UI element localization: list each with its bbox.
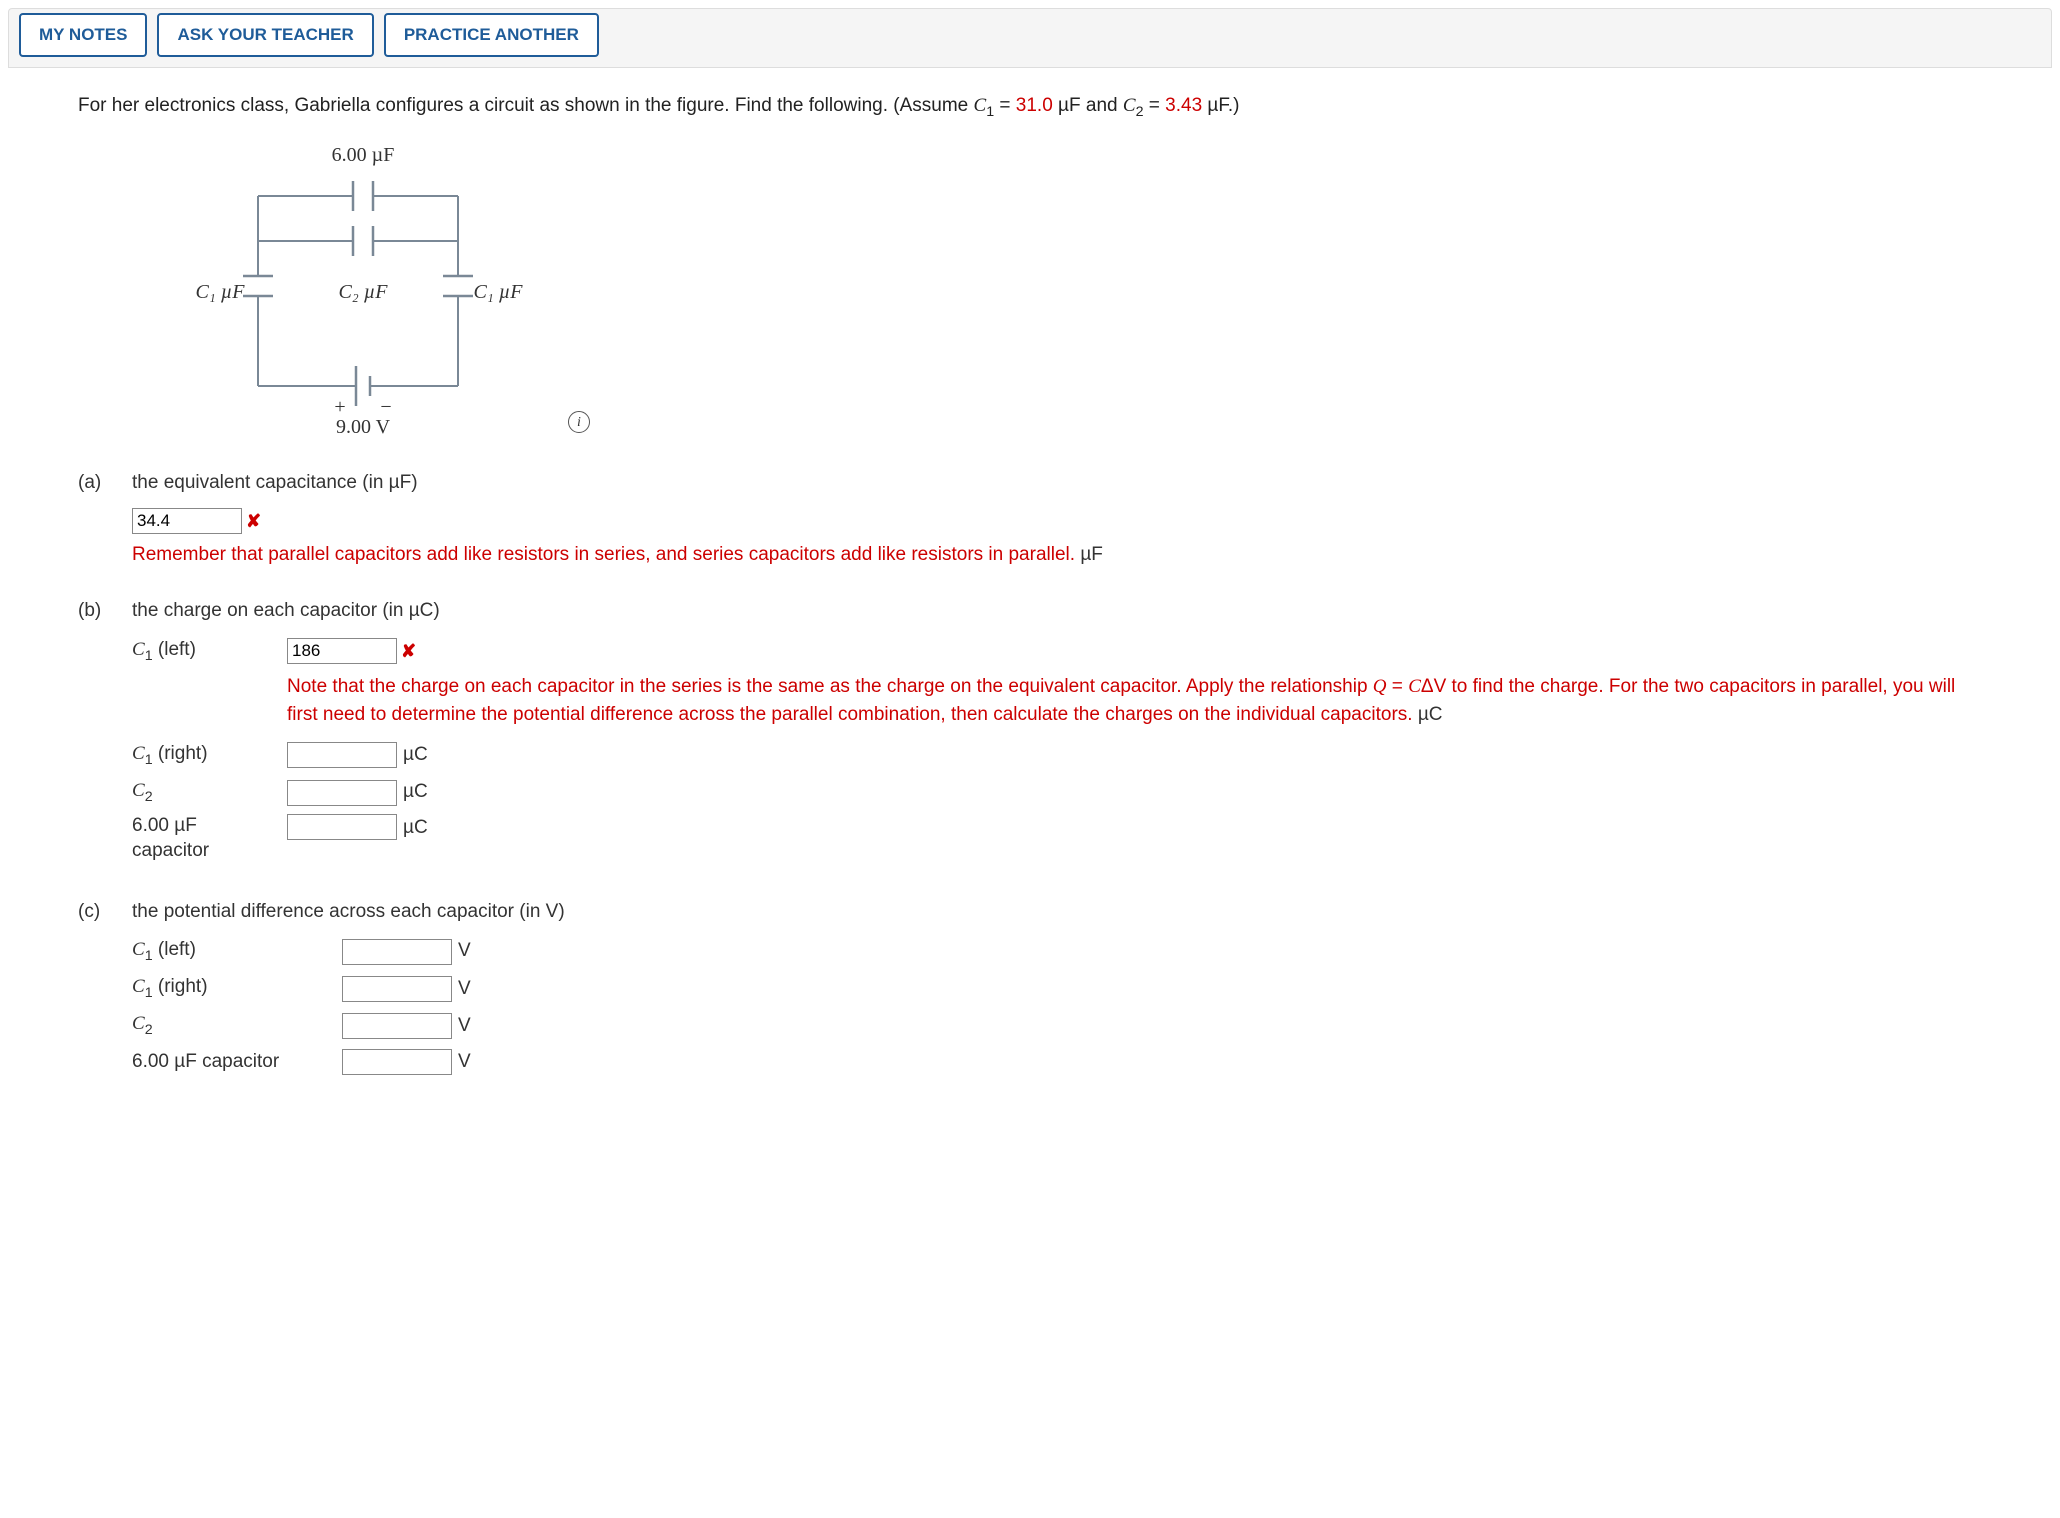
part-b-row-c1-left: C1 (left) ✘ <box>132 636 1982 667</box>
var-c1: C <box>974 95 987 116</box>
six-input[interactable] <box>287 814 397 840</box>
fig-left-cap-label: C₁ µF <box>195 281 245 303</box>
fb-dv: ΔV <box>1421 676 1446 697</box>
part-b: (b) the charge on each capacitor (in µC)… <box>78 597 1982 869</box>
fb-q: Q <box>1373 676 1387 697</box>
unit1: µF and <box>1053 95 1123 116</box>
problem-statement: For her electronics class, Gabriella con… <box>78 92 1982 123</box>
my-notes-button[interactable]: MY NOTES <box>19 13 147 57</box>
fb-eq: = <box>1387 676 1409 697</box>
c-c2-label: C2 <box>132 1010 342 1041</box>
value-c1: 31.0 <box>1016 95 1053 116</box>
c-c1-right-label: C1 (right) <box>132 973 342 1004</box>
part-c-row-c2: C2 V <box>132 1010 1982 1041</box>
c1-left-label: C1 (left) <box>132 636 287 667</box>
part-b-label: (b) <box>78 597 112 869</box>
part-c-row-c1-left: C1 (left) V <box>132 936 1982 967</box>
c-c1-right-unit: V <box>458 975 471 1004</box>
part-a-feedback: Remember that parallel capacitors add li… <box>132 541 1982 570</box>
part-b-row-c2: C2 µC <box>132 777 1982 808</box>
value-c2: 3.43 <box>1165 95 1202 116</box>
c2-unit: µC <box>403 778 428 807</box>
circuit-diagram: .wire{stroke:#7a8896;stroke-width:2;fill… <box>178 141 548 441</box>
part-c-row-c1-right: C1 (right) V <box>132 973 1982 1004</box>
c-six-label: 6.00 µF capacitor <box>132 1048 342 1077</box>
c-c1-left-unit: V <box>458 937 471 966</box>
var-c2: C <box>1123 95 1136 116</box>
c1-right-input[interactable] <box>287 742 397 768</box>
part-a-label: (a) <box>78 469 112 569</box>
part-c-label: (c) <box>78 898 112 1083</box>
c2-label: C2 <box>132 777 287 808</box>
part-a-input[interactable] <box>132 508 242 534</box>
fb-c: C <box>1408 676 1421 697</box>
c1-left-feedback: Note that the charge on each capacitor i… <box>287 673 1982 730</box>
info-icon[interactable]: i <box>568 411 590 433</box>
action-button-bar: MY NOTES ASK YOUR TEACHER PRACTICE ANOTH… <box>8 8 2052 68</box>
c-six-input[interactable] <box>342 1049 452 1075</box>
part-b-row-six: 6.00 µFcapacitor µC <box>132 814 1982 863</box>
wrong-icon: ✘ <box>246 508 261 535</box>
part-c-row-six: 6.00 µF capacitor V <box>132 1048 1982 1077</box>
c-c2-input[interactable] <box>342 1013 452 1039</box>
part-a-feedback-unit: µF <box>1080 544 1103 565</box>
part-b-question: the charge on each capacitor (in µC) <box>132 597 1982 626</box>
prompt-text: For her electronics class, Gabriella con… <box>78 95 974 116</box>
c-c1-left-input[interactable] <box>342 939 452 965</box>
ask-teacher-button[interactable]: ASK YOUR TEACHER <box>157 13 373 57</box>
six-unit: µC <box>403 814 428 843</box>
part-a: (a) the equivalent capacitance (in µF) ✘… <box>78 469 1982 569</box>
part-a-question: the equivalent capacitance (in µF) <box>132 469 1982 498</box>
fig-top-cap-label: 6.00 µF <box>332 144 395 166</box>
fig-voltage-label: 9.00 V <box>336 416 391 438</box>
fb-pre: Note that the charge on each capacitor i… <box>287 676 1373 697</box>
fb-unit: µC <box>1418 704 1443 725</box>
practice-another-button[interactable]: PRACTICE ANOTHER <box>384 13 599 57</box>
c-c1-right-input[interactable] <box>342 976 452 1002</box>
c1-left-input[interactable] <box>287 638 397 664</box>
c2-input[interactable] <box>287 780 397 806</box>
wrong-icon: ✘ <box>401 638 416 665</box>
part-b-row-c1-right: C1 (right) µC <box>132 740 1982 771</box>
c-six-unit: V <box>458 1048 471 1077</box>
eq1: = <box>994 95 1016 116</box>
c1-right-label: C1 (right) <box>132 740 287 771</box>
part-c-question: the potential difference across each cap… <box>132 898 1982 927</box>
fig-mid-cap-label: C₂ µF <box>338 281 388 303</box>
var-c1-sub: 1 <box>986 104 994 120</box>
c-c2-unit: V <box>458 1012 471 1041</box>
eq2: = <box>1144 95 1166 116</box>
part-a-feedback-text: Remember that parallel capacitors add li… <box>132 544 1080 565</box>
c1-right-unit: µC <box>403 741 428 770</box>
question-content: For her electronics class, Gabriella con… <box>8 68 2052 1112</box>
fig-minus: − <box>380 396 391 418</box>
figure-container: .wire{stroke:#7a8896;stroke-width:2;fill… <box>178 141 1982 441</box>
fig-right-cap-label: C₁ µF <box>473 281 523 303</box>
unit2: µF.) <box>1202 95 1239 116</box>
c-c1-left-label: C1 (left) <box>132 936 342 967</box>
var-c2-sub: 2 <box>1136 104 1144 120</box>
part-c: (c) the potential difference across each… <box>78 898 1982 1083</box>
fig-plus: + <box>334 396 345 418</box>
six-label: 6.00 µFcapacitor <box>132 814 287 863</box>
